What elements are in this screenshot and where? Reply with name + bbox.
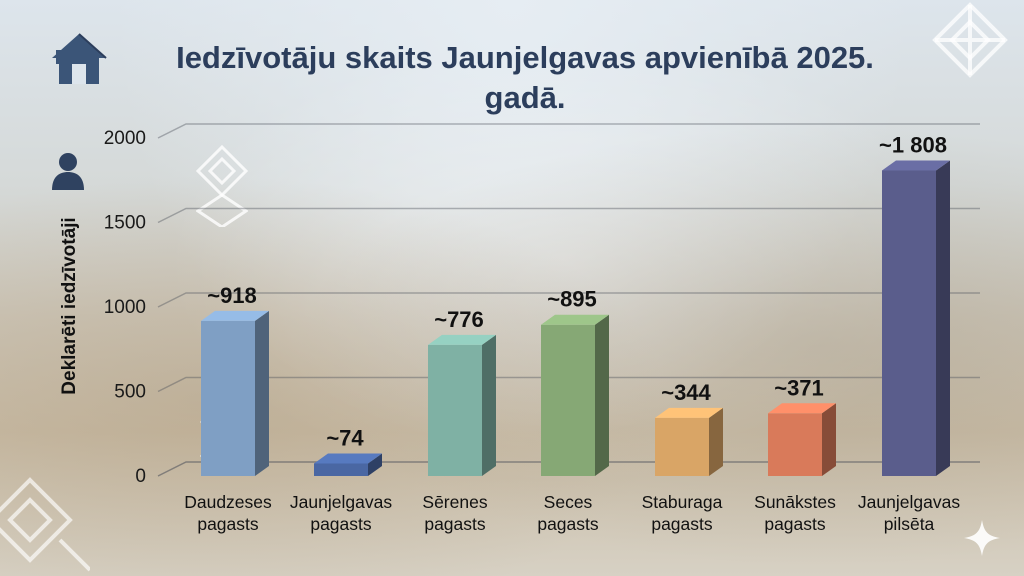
latvian-ornament-icon [0,477,90,572]
bar-top [541,314,609,325]
latvian-ornament-icon [932,2,1008,78]
sparkle-icon [964,520,1000,556]
y-tick-label: 1000 [104,297,146,318]
bar [428,334,496,476]
y-tick-label: 2000 [104,128,146,149]
x-tick-label: pagasts [310,514,372,534]
bar [314,453,382,476]
gridline [157,292,980,308]
bar-side [822,403,836,476]
bar [655,407,723,476]
data-label: ~895 [547,287,597,312]
bar-front [768,413,822,476]
bar-front [655,417,709,476]
bar-front [201,320,255,476]
data-label: ~371 [774,375,824,400]
y-tick-label: 500 [114,382,146,403]
bar-front [428,344,482,476]
gridline [157,376,980,393]
person-icon [52,153,84,190]
x-tick-label: pagasts [424,514,486,534]
bar-side [255,310,269,476]
x-tick-label: Daudzeses [184,492,272,512]
x-tick-label: pagasts [651,514,713,534]
x-tick-label: pagasts [197,514,259,534]
x-tick-label: pilsēta [884,514,935,534]
bar [541,314,609,476]
x-tick-label: Jaunjelgavas [858,492,960,512]
gridline [157,207,980,224]
x-tick-label: Seces [544,492,593,512]
home-icon [52,33,107,84]
bar-top [655,407,723,418]
bar-side [936,160,950,476]
bar-side [595,314,609,476]
bar-front [541,324,595,476]
data-label: ~1 808 [879,132,947,157]
bar [882,160,950,476]
bar-top [201,310,269,321]
data-label: ~344 [661,380,711,405]
bar-side [709,407,723,476]
data-label: ~776 [434,307,484,332]
page-title: Iedzīvotāju skaits Jaunjelgavas apvienīb… [176,40,874,115]
bar [768,403,836,476]
bar-front [882,170,936,476]
bar-side [482,334,496,476]
x-tick-label: Staburaga [642,492,723,512]
bar-side [368,453,382,476]
x-tick-label: Jaunjelgavas [290,492,392,512]
bar-top [314,453,382,464]
x-tick-label: Sunākstes [754,492,836,512]
y-tick-label: 1500 [104,213,146,234]
latvian-ornament-icon [196,145,248,227]
bar-top [428,334,496,345]
bar [201,310,269,476]
bar-top [768,403,836,414]
data-label: ~918 [207,283,257,308]
gridline [157,123,980,139]
bar-top [882,160,950,171]
x-tick-label: pagasts [764,514,826,534]
bar-front [314,463,368,476]
y-tick-label: 0 [135,466,146,487]
x-tick-label: Sērenes [422,492,487,512]
x-tick-label: pagasts [537,514,599,534]
data-label: ~74 [326,425,364,450]
